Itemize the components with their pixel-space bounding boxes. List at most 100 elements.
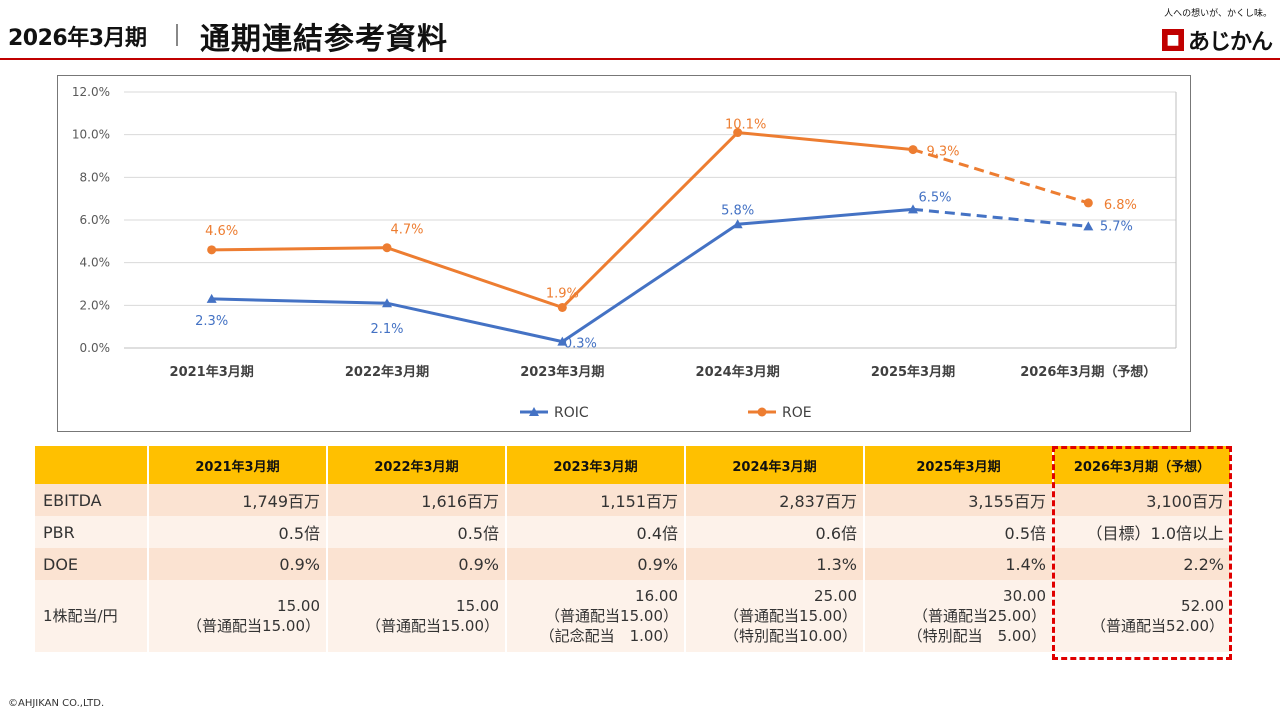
roe-data-label: 9.3% [926, 145, 959, 160]
roic-point [557, 336, 568, 346]
cell-line: 1,616百万 [421, 492, 499, 511]
cell-line: 1,151百万 [600, 492, 678, 511]
cell-line: （記念配当 1.00） [539, 627, 678, 645]
x-tick-label: 2022年3月期 [345, 364, 429, 380]
row-label: DOE [35, 548, 147, 580]
table-cell: 1,749百万 [149, 484, 326, 516]
cell-line: 0.9% [458, 554, 499, 574]
column-header: 2022年3月期 [328, 446, 505, 484]
roic-line [211, 207, 914, 344]
fiscal-period-label: 2026年3月期 [8, 26, 147, 51]
table-cell: 15.00 （普通配当15.00） [328, 580, 505, 652]
roic-data-label: 0.3% [564, 337, 597, 352]
cell-line: 0.5倍 [1004, 524, 1046, 543]
header-divider [0, 58, 1280, 60]
x-tick-label: 2024年3月期 [696, 364, 780, 380]
cell-line: （目標）1.0倍以上 [1086, 524, 1224, 543]
metrics-table: 2021年3月期 2022年3月期 2023年3月期 2024年3月期 2025年3月期… [33, 446, 1232, 652]
table-cell: 16.00 （普通配当15.00） （記念配当 1.00） [507, 580, 684, 652]
y-tick-label: 8.0% [80, 170, 111, 184]
roe-data-label: 10.1% [725, 118, 766, 133]
column-header: 2023年3月期 [507, 446, 684, 484]
roic-point [206, 293, 217, 303]
table-cell: （目標）1.0倍以上 [1054, 516, 1230, 548]
column-header: 2024年3月期 [686, 446, 863, 484]
table-cell: 0.9% [507, 548, 684, 580]
legend-label: ROIC [554, 405, 589, 421]
cell-line: 30.00 [1003, 587, 1046, 605]
x-tick-label: 2026年3月期（予想） [1020, 364, 1156, 380]
cell-line: （普通配当15.00） [545, 607, 678, 625]
column-header: 2021年3月期 [149, 446, 326, 484]
cell-line: （特別配当10.00） [724, 627, 857, 645]
cell-line: 1,749百万 [242, 492, 320, 511]
roic-point [382, 298, 392, 308]
roe-point [1083, 198, 1093, 208]
table-cell: 0.4倍 [507, 516, 684, 548]
row-label: PBR [35, 516, 147, 548]
legend-marker [529, 407, 539, 416]
roic-point [908, 204, 918, 214]
cell-line: 15.00 [277, 597, 320, 615]
cell-line: 1.4% [1005, 554, 1046, 574]
roic-data-label: 2.1% [370, 322, 403, 337]
x-tick-label: 2023年3月期 [520, 364, 604, 380]
roic-point [1083, 221, 1094, 231]
y-tick-label: 0.0% [80, 341, 111, 355]
table-row: PBR 0.5倍 0.5倍 0.4倍 0.6倍 0.5倍 （目標）1.0倍以上 [35, 516, 1230, 548]
y-tick-label: 12.0% [72, 85, 110, 99]
cell-line: 2.2% [1183, 554, 1224, 574]
roe-data-label: 4.7% [390, 223, 423, 238]
table-header-row: 2021年3月期 2022年3月期 2023年3月期 2024年3月期 2025年3月期… [35, 446, 1230, 484]
cell-line: 16.00 [635, 587, 678, 605]
table-cell: 1.4% [865, 548, 1052, 580]
roe-point [733, 128, 743, 138]
column-header: 2025年3月期 [865, 446, 1052, 484]
roe-point [207, 245, 217, 255]
cell-line: （特別配当 5.00） [907, 627, 1046, 645]
roe-point [382, 243, 392, 253]
roic-data-label: 5.7% [1100, 219, 1133, 234]
table-cell: 3,155百万 [865, 484, 1052, 516]
table-cell: 0.5倍 [149, 516, 326, 548]
table-corner-cell [35, 446, 147, 484]
y-tick-label: 10.0% [72, 128, 110, 142]
y-tick-label: 4.0% [80, 256, 111, 270]
table-cell: 25.00 （普通配当15.00） （特別配当10.00） [686, 580, 863, 652]
chart-canvas: 0.0% 2.0% 4.0% 6.0% 8.0% 10.0% 12.0% 2021年3月期 20… [72, 85, 1177, 421]
table-cell: 1.3% [686, 548, 863, 580]
cell-line: 0.5倍 [457, 524, 499, 543]
table-cell: 15.00 （普通配当15.00） [149, 580, 326, 652]
roic-data-label: 2.3% [195, 314, 228, 329]
table-cell: 0.9% [149, 548, 326, 580]
roe-point [908, 145, 918, 155]
roic-point [732, 219, 743, 229]
cell-line: 0.4倍 [636, 524, 678, 543]
table-row: EBITDA 1,749百万 1,616百万 1,151百万 2,837百万 3,155百… [35, 484, 1230, 516]
cell-line: （普通配当25.00） [913, 607, 1046, 625]
cell-line: 0.5倍 [278, 524, 320, 543]
cell-line: 0.6倍 [815, 524, 857, 543]
legend-marker [757, 407, 767, 417]
roe-data-label: 1.9% [546, 286, 579, 301]
cell-line: 0.9% [279, 554, 320, 574]
y-tick-label: 2.0% [80, 298, 111, 312]
roic-roe-chart: 0.0% 2.0% 4.0% 6.0% 8.0% 10.0% 12.0% 2021年3月期 20… [57, 75, 1191, 432]
cell-line: 15.00 [456, 597, 499, 615]
cell-line: （普通配当15.00） [187, 617, 320, 635]
header-separator [176, 24, 178, 46]
cell-line: 0.9% [637, 554, 678, 574]
roic-data-label: 5.8% [721, 203, 754, 218]
logo-wordmark: あじかん [1187, 30, 1273, 55]
roic-data-label: 6.5% [918, 190, 951, 205]
column-header: 2026年3月期（予想） [1054, 446, 1230, 484]
table-cell: 0.5倍 [328, 516, 505, 548]
table-row: DOE 0.9% 0.9% 0.9% 1.3% 1.4% 2.2% [35, 548, 1230, 580]
roic-forecast-line [912, 207, 1089, 228]
cell-line: 3,155百万 [968, 492, 1046, 511]
x-tick-label: 2021年3月期 [170, 364, 254, 380]
legend-label: ROE [782, 405, 812, 421]
cell-line: 2,837百万 [779, 492, 857, 511]
cell-line: （普通配当15.00） [366, 617, 499, 635]
table-cell: 1,616百万 [328, 484, 505, 516]
